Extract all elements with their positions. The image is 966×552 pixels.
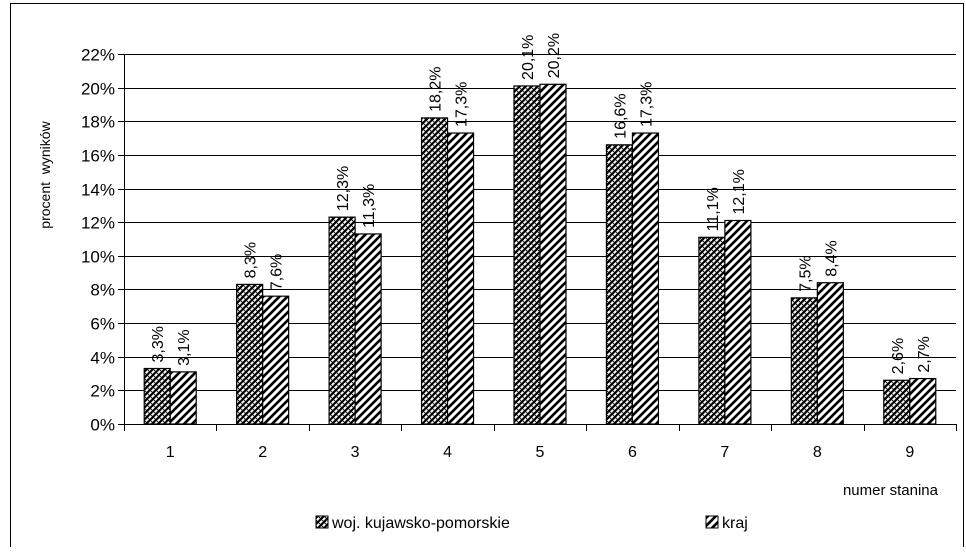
bar-series-1 — [698, 236, 726, 425]
data-label-series-1: 11,1% — [705, 187, 722, 231]
bar-series-2 — [631, 132, 660, 425]
y-tick-label: 22% — [81, 46, 115, 65]
y-tick-label: 6% — [90, 315, 115, 334]
x-tick-label: 8 — [813, 444, 822, 461]
x-tick-label: 1 — [166, 444, 175, 461]
bar-series-2 — [816, 282, 844, 425]
data-label-series-1: 16,6% — [612, 93, 629, 138]
bar-series-2 — [909, 377, 937, 425]
y-tick-label: 16% — [81, 147, 115, 166]
data-label-series-2: 8,4% — [823, 240, 840, 276]
bar-series-2 — [446, 132, 475, 425]
data-labels: 3,3% 8,3% 12,3% 18,2% 20,1% 16,6% 11,1% 7,5% 2,6… — [150, 33, 933, 374]
bar-series-2 — [354, 233, 382, 425]
x-tick-label: 2 — [258, 444, 267, 461]
y-axis-title: procent wyników — [37, 120, 53, 228]
data-label-series-2: 3,1% — [176, 329, 193, 365]
bar-series-1 — [328, 216, 356, 425]
legend-swatch-series-1 — [315, 515, 329, 529]
data-label-series-1: 8,3% — [243, 242, 260, 278]
legend: woj. kujawsko-pomorskie kraj — [315, 515, 748, 532]
data-label-series-2: 17,3% — [638, 82, 655, 127]
bar-series-1 — [236, 283, 264, 425]
legend-label-series-1: woj. kujawsko-pomorskie — [331, 515, 510, 532]
y-tick-label: 2% — [90, 382, 115, 401]
y-tick-label: 8% — [90, 281, 115, 300]
data-label-series-2: 2,7% — [916, 336, 933, 372]
data-label-series-1: 7,5% — [797, 255, 814, 291]
data-label-series-1: 3,3% — [150, 326, 167, 362]
y-tick-label: 20% — [81, 80, 115, 99]
data-label-series-2: 12,1% — [731, 169, 748, 214]
y-axis-ticks: 0% 2% 4% 6% 8% 10% 12% 14% 16% 18% 20% 22% — [81, 46, 125, 435]
data-label-series-1: 2,6% — [890, 338, 907, 374]
bar-series-2 — [539, 83, 567, 425]
legend-label-series-2: kraj — [722, 515, 748, 532]
bar-series-1 — [143, 367, 171, 425]
outer-frame — [10, 3, 964, 550]
bar-series-1 — [513, 85, 541, 425]
y-tick-label: 14% — [81, 181, 115, 200]
x-axis-ticks: 1 2 3 4 5 6 7 8 9 — [124, 424, 957, 461]
data-label-series-1: 20,1% — [520, 35, 537, 80]
y-tick-label: 0% — [90, 416, 115, 435]
x-tick-label: 4 — [443, 444, 452, 461]
data-label-series-2: 20,2% — [546, 33, 563, 78]
bar-series-1 — [605, 144, 634, 425]
data-label-series-2: 11,3% — [361, 184, 378, 228]
bars — [143, 83, 937, 425]
bar-series-2 — [724, 219, 752, 425]
bar-series-1 — [883, 379, 911, 425]
bar-series-2 — [262, 295, 290, 425]
x-tick-label: 3 — [351, 444, 360, 461]
x-tick-label: 5 — [536, 444, 545, 461]
legend-swatch-series-2 — [705, 515, 719, 529]
data-label-series-2: 7,6% — [269, 254, 286, 290]
y-tick-label: 18% — [81, 113, 115, 132]
y-tick-label: 12% — [81, 214, 115, 233]
data-label-series-2: 17,3% — [454, 82, 471, 127]
y-tick-label: 10% — [81, 248, 115, 267]
x-tick-label: 7 — [720, 444, 729, 461]
bar-series-1 — [790, 297, 818, 425]
x-axis-title: numer stanina — [843, 482, 939, 499]
bar-series-1 — [420, 117, 449, 425]
x-tick-label: 9 — [905, 444, 914, 461]
y-tick-label: 4% — [90, 349, 115, 368]
data-label-series-1: 18,2% — [428, 67, 445, 112]
x-tick-label: 6 — [628, 444, 637, 461]
data-label-series-1: 12,3% — [335, 166, 352, 211]
bar-series-2 — [169, 371, 197, 425]
